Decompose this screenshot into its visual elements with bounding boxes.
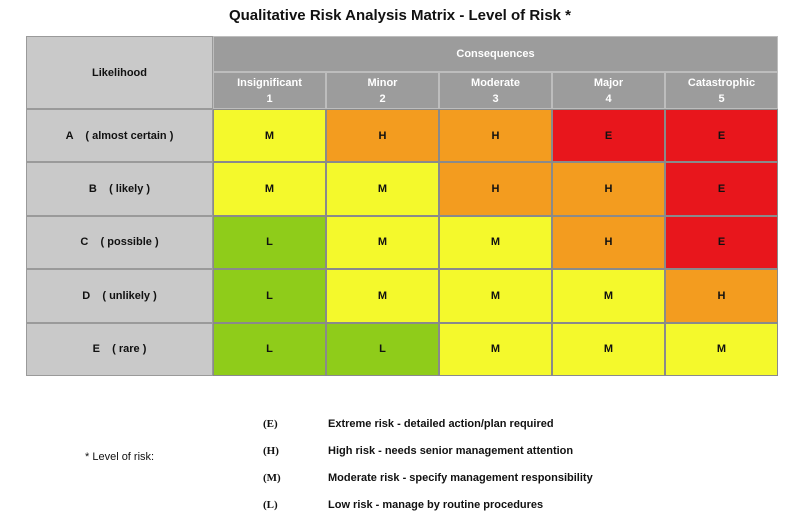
column-number: 2 bbox=[379, 92, 386, 105]
legend-code: (M) bbox=[263, 472, 281, 484]
risk-cell: L bbox=[326, 322, 439, 376]
risk-cell: M bbox=[552, 322, 665, 376]
row-label: A ( almost certain ) bbox=[26, 109, 213, 163]
legend-code: (E) bbox=[263, 418, 278, 430]
risk-cell: M bbox=[326, 215, 439, 270]
column-header: Major 4 bbox=[552, 72, 665, 109]
risk-cell: M bbox=[439, 269, 552, 323]
risk-cell: M bbox=[213, 109, 326, 163]
risk-cell: H bbox=[439, 162, 552, 216]
legend-text: High risk - needs senior management atte… bbox=[328, 445, 574, 457]
risk-cell: E bbox=[665, 215, 778, 270]
risk-cell: H bbox=[439, 109, 552, 163]
risk-cell: M bbox=[326, 269, 439, 323]
risk-cell: H bbox=[665, 269, 778, 323]
risk-cell: E bbox=[665, 109, 778, 163]
row-label: B ( likely ) bbox=[26, 162, 213, 216]
risk-cell: E bbox=[665, 162, 778, 216]
column-header: Minor 2 bbox=[326, 72, 439, 109]
column-header: Moderate 3 bbox=[439, 72, 552, 109]
column-header: Catastrophic 5 bbox=[665, 72, 778, 109]
column-header: Insignificant 1 bbox=[213, 72, 326, 109]
risk-cell: H bbox=[552, 215, 665, 270]
risk-cell: M bbox=[552, 269, 665, 323]
risk-cell: L bbox=[213, 322, 326, 376]
risk-cell: H bbox=[326, 109, 439, 163]
legend-label: * Level of risk: bbox=[85, 451, 155, 463]
legend-text: Extreme risk - detailed action/plan requ… bbox=[328, 418, 554, 430]
risk-cell: M bbox=[326, 162, 439, 216]
risk-cell: M bbox=[439, 322, 552, 376]
column-number: 1 bbox=[266, 92, 273, 105]
risk-cell: L bbox=[213, 215, 326, 270]
risk-cell: M bbox=[213, 162, 326, 216]
column-name: Major bbox=[593, 76, 624, 89]
legend-text: Moderate risk - specify management respo… bbox=[328, 472, 593, 484]
group-header: Consequences bbox=[213, 36, 778, 72]
column-name: Minor bbox=[367, 76, 398, 89]
column-name: Moderate bbox=[471, 76, 520, 89]
row-label: C ( possible ) bbox=[26, 215, 213, 270]
risk-cell: H bbox=[552, 162, 665, 216]
risk-cell: M bbox=[439, 215, 552, 270]
risk-cell: L bbox=[213, 269, 326, 323]
column-number: 4 bbox=[605, 92, 612, 105]
column-name: Insignificant bbox=[237, 76, 302, 89]
column-name: Catastrophic bbox=[687, 76, 756, 89]
title: Qualitative Risk Analysis Matrix - Level… bbox=[228, 6, 572, 24]
risk-cell: E bbox=[552, 109, 665, 163]
legend-text: Low risk - manage by routine procedures bbox=[328, 499, 544, 511]
legend-code: (L) bbox=[263, 499, 278, 511]
column-number: 3 bbox=[492, 92, 499, 105]
risk-cell: M bbox=[665, 322, 778, 376]
column-number: 5 bbox=[718, 92, 725, 105]
corner-header: Likelihood bbox=[26, 36, 213, 109]
legend-code: (H) bbox=[263, 445, 279, 457]
row-label: D ( unlikely ) bbox=[26, 269, 213, 323]
row-label: E ( rare ) bbox=[26, 322, 213, 376]
